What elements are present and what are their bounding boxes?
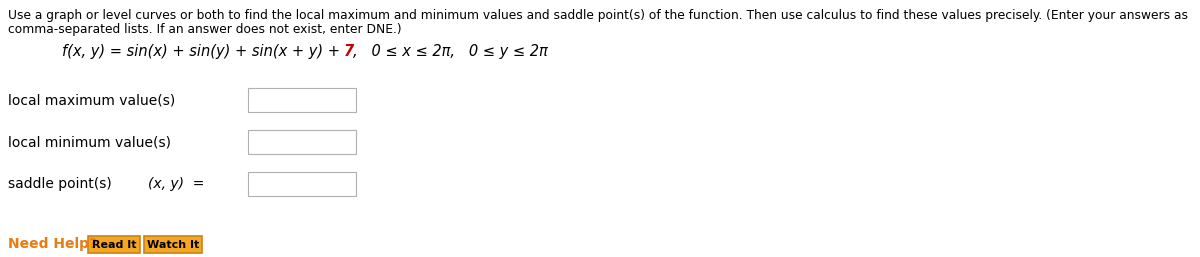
Text: Read It: Read It: [91, 240, 137, 250]
Text: f(x, y) = sin(x) + sin(y) + sin(x + y) +: f(x, y) = sin(x) + sin(y) + sin(x + y) +: [62, 44, 344, 59]
Text: Watch It: Watch It: [146, 240, 199, 250]
Text: ,   0 ≤ x ≤ 2π,   0 ≤ y ≤ 2π: , 0 ≤ x ≤ 2π, 0 ≤ y ≤ 2π: [353, 44, 547, 59]
FancyBboxPatch shape: [248, 130, 356, 154]
Text: local maximum value(s): local maximum value(s): [8, 93, 175, 107]
Text: local minimum value(s): local minimum value(s): [8, 135, 172, 149]
Text: Need Help?: Need Help?: [8, 237, 97, 251]
FancyBboxPatch shape: [248, 172, 356, 196]
Text: comma-separated lists. If an answer does not exist, enter DNE.): comma-separated lists. If an answer does…: [8, 23, 402, 36]
Text: saddle point(s): saddle point(s): [8, 177, 112, 191]
Text: 7: 7: [344, 44, 354, 59]
FancyBboxPatch shape: [88, 236, 140, 253]
Text: (x, y)  =: (x, y) =: [148, 177, 204, 191]
FancyBboxPatch shape: [248, 88, 356, 112]
FancyBboxPatch shape: [144, 236, 202, 253]
Text: Use a graph or level curves or both to find the local maximum and minimum values: Use a graph or level curves or both to f…: [8, 9, 1188, 22]
